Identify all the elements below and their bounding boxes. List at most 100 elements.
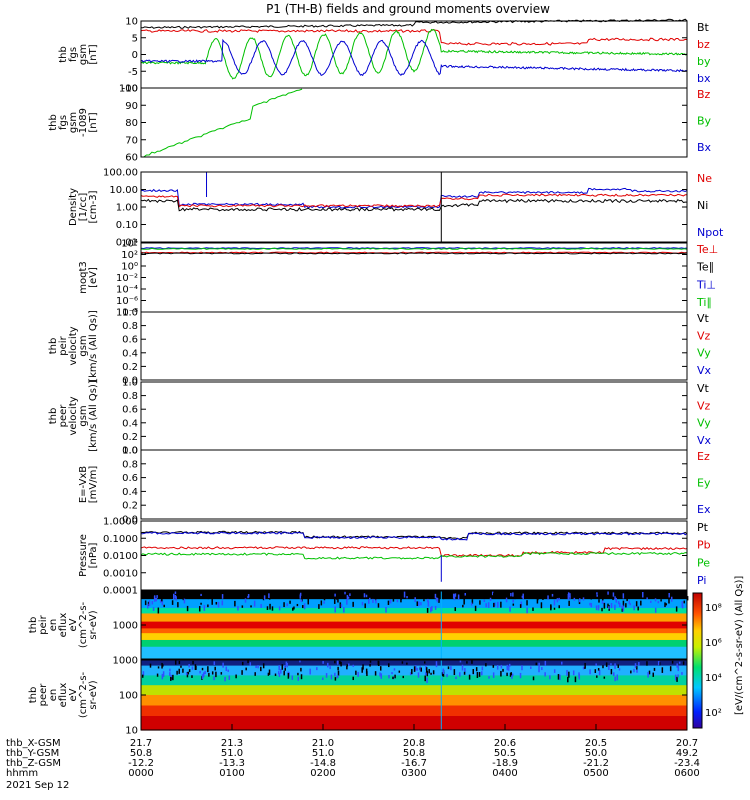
spectrogram-speckle: [596, 592, 598, 595]
spectrogram-speckle: [329, 666, 331, 670]
spectrogram-speckle: [454, 607, 457, 612]
spectrogram-speckle: [280, 669, 282, 674]
spectrogram-speckle: [271, 606, 274, 611]
spectrogram-speckle: [362, 664, 364, 670]
spectrogram-speckle: [241, 661, 244, 666]
spectrogram-speckle: [509, 606, 511, 612]
x-row-value: 0600: [674, 768, 699, 779]
y-axis-label: thbpeirvelocitygsm[km/s (All Qs)]: [48, 310, 99, 382]
spectrogram-speckle: [435, 661, 438, 668]
spectrogram-speckle: [453, 669, 456, 676]
spectrogram-speckle: [385, 607, 387, 613]
spectrogram-speckle: [292, 607, 294, 611]
spectrogram-speckle: [447, 666, 450, 670]
spectrogram-speckle: [622, 600, 625, 607]
spectrogram-speckle: [278, 606, 281, 611]
spectrogram-speckle: [365, 668, 368, 674]
spectrogram-speckle: [622, 593, 625, 599]
spectrogram-band-8: [141, 646, 687, 660]
spectrogram-speckle: [432, 670, 435, 675]
spectrogram-speckle: [262, 663, 265, 669]
spectrogram-speckle: [631, 594, 633, 598]
spectrogram-speckle: [492, 672, 495, 678]
spectrogram-speckle: [194, 664, 197, 671]
x-row-value: -16.7: [401, 758, 427, 769]
spectrogram-speckle: [502, 668, 504, 672]
spectrogram-speckle: [625, 603, 627, 608]
spectrogram-speckle: [633, 605, 635, 611]
spectrogram-speckle: [336, 597, 338, 600]
spectrogram-speckle: [506, 664, 508, 671]
spectrogram-speckle: [278, 665, 280, 671]
spectrogram-speckle: [629, 603, 631, 606]
spectrogram-speckle: [334, 677, 337, 681]
spectrogram-speckle: [211, 671, 214, 675]
spectrogram-speckle: [505, 597, 508, 603]
spectrogram-speckle: [368, 599, 370, 604]
spectrogram-speckle: [537, 595, 539, 601]
spectrogram-speckle: [166, 593, 168, 598]
spectrogram-speckle: [247, 660, 249, 664]
spectrogram-speckle: [348, 663, 350, 666]
spectrogram-speckle: [151, 600, 154, 605]
spectrogram-speckle: [485, 603, 487, 608]
spectrogram-speckle: [369, 663, 371, 667]
spectrogram-speckle: [500, 601, 502, 608]
y-tick-label: 0.0: [122, 376, 138, 387]
spectrogram-speckle: [215, 671, 217, 678]
x-row-value: -23.4: [674, 758, 700, 769]
y-tick-label: 0.4: [122, 418, 138, 429]
spectrogram-speckle: [669, 666, 672, 672]
spectrogram-speckle: [628, 600, 631, 605]
spectrogram-speckle: [330, 674, 333, 680]
spectrogram-speckle: [284, 664, 286, 669]
y-axis-label-line: [km/s (All Qs)]: [88, 310, 99, 382]
spectrogram-speckle: [427, 598, 429, 603]
spectrogram-speckle: [647, 671, 649, 678]
spectrogram-speckle: [156, 673, 159, 677]
x-row-value: 51.0: [221, 748, 243, 759]
spectrogram-speckle: [676, 676, 678, 682]
spectrogram-speckle: [333, 598, 336, 604]
spectrogram-speckle: [512, 603, 515, 606]
spectrogram-speckle: [268, 669, 271, 675]
spectrogram-speckle: [379, 666, 382, 671]
spectrogram-speckle: [247, 594, 250, 598]
spectrogram-speckle: [638, 662, 640, 666]
spectrogram-speckle: [536, 597, 539, 604]
spectrogram-speckle: [650, 600, 652, 603]
spectrogram-speckle: [172, 593, 175, 600]
spectrogram-speckle: [285, 661, 288, 666]
x-row-label: thb_Z-GSM: [6, 758, 61, 769]
spectrogram-speckle: [483, 599, 486, 602]
spectrogram-speckle: [388, 674, 390, 679]
series-pt: [140, 530, 688, 540]
spectrogram-speckle: [463, 671, 466, 675]
spectrogram-speckle: [603, 602, 606, 609]
spectrogram-speckle: [299, 660, 301, 663]
series-pb: [140, 546, 688, 558]
spectrogram-speckle: [372, 598, 374, 603]
y-axis-label-line: [nT]: [88, 112, 99, 132]
spectrogram-speckle: [568, 600, 570, 606]
y-tick-label: 10⁻⁶: [116, 296, 138, 307]
spectrogram-speckle: [614, 676, 616, 682]
spectrogram-speckle: [681, 604, 684, 609]
x-row-value: 21.3: [221, 738, 243, 749]
panel-peer_velocity: 1.0 0.8 0.6 0.4 0.2 0.0 thbpeervelocitygsm[km/…: [48, 378, 712, 457]
spectrogram-speckle: [481, 671, 483, 676]
spectrogram-speckle: [459, 660, 462, 663]
spectrogram-speckle: [302, 605, 304, 609]
y-axis-label-line: velocity: [68, 326, 79, 365]
spectrogram-speckle: [664, 594, 666, 597]
spectrogram-speckle: [377, 660, 380, 666]
spectrogram-speckle: [337, 599, 339, 603]
spectrogram-speckle: [213, 676, 215, 681]
y-tick-label: 10⁴: [121, 239, 138, 250]
series-pi: [140, 531, 688, 541]
spectrogram-speckle: [476, 672, 479, 678]
spectrogram-speckle: [526, 600, 528, 606]
spectrogram-speckle: [595, 605, 598, 611]
spectrogram-speckle: [542, 594, 544, 600]
spectrogram-speckle: [300, 674, 303, 680]
